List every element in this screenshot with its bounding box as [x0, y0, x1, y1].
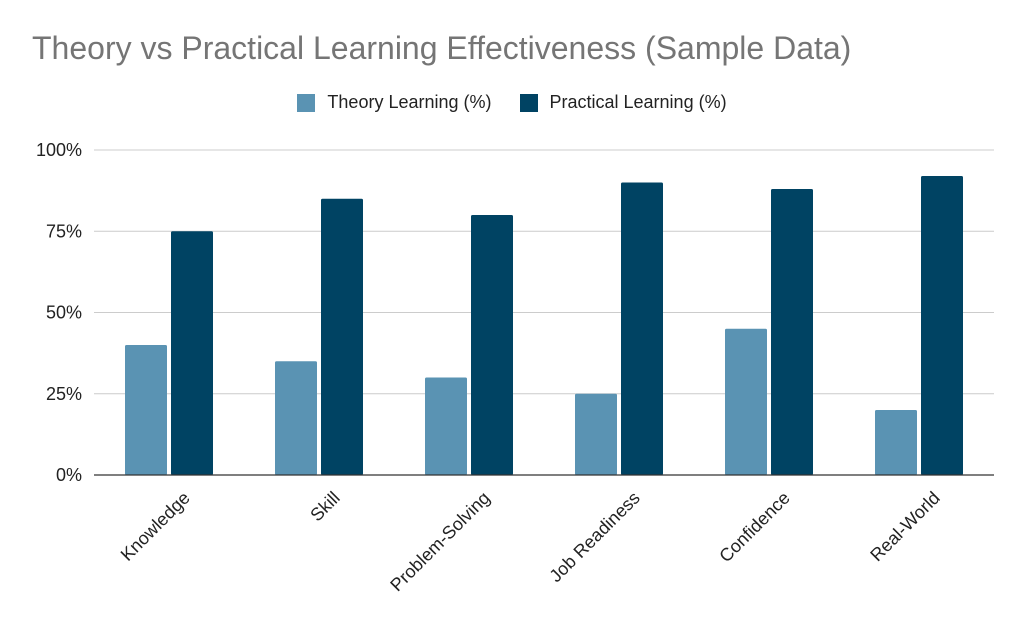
bar-theory: [425, 377, 467, 475]
y-tick-label: 25%: [46, 384, 82, 404]
y-tick-label: 75%: [46, 221, 82, 241]
bar-theory: [575, 393, 617, 475]
legend-label-theory: Theory Learning (%): [327, 92, 492, 112]
bar-theory: [125, 345, 167, 475]
chart-title: Theory vs Practical Learning Effectivene…: [32, 30, 852, 66]
y-tick-label: 100%: [36, 140, 82, 160]
bar-practical: [171, 231, 213, 475]
y-tick-label: 0%: [56, 465, 82, 485]
x-tick-label: Skill: [306, 488, 343, 525]
bar-practical: [921, 176, 963, 475]
legend-swatch-theory: [297, 93, 316, 112]
bar-theory: [875, 410, 917, 475]
x-tick-label: Problem-Solving: [386, 488, 494, 596]
bar-theory: [725, 328, 767, 475]
bar-practical: [621, 182, 663, 475]
legend-label-practical: Practical Learning (%): [549, 92, 727, 112]
legend-item-theory: Theory Learning (%): [297, 92, 492, 113]
legend-item-practical: Practical Learning (%): [519, 92, 727, 113]
y-tick-label: 50%: [46, 303, 82, 323]
bar-practical: [471, 215, 513, 475]
x-tick-label: Knowledge: [117, 488, 194, 565]
x-tick-label: Real-World: [866, 488, 944, 566]
bar-practical: [321, 198, 363, 475]
legend: Theory Learning (%) Practical Learning (…: [0, 92, 1024, 113]
x-tick-label: Job Readiness: [545, 488, 643, 586]
bar-practical: [771, 189, 813, 475]
legend-swatch-practical: [519, 93, 538, 112]
bar-theory: [275, 361, 317, 475]
x-tick-label: Confidence: [715, 488, 794, 567]
